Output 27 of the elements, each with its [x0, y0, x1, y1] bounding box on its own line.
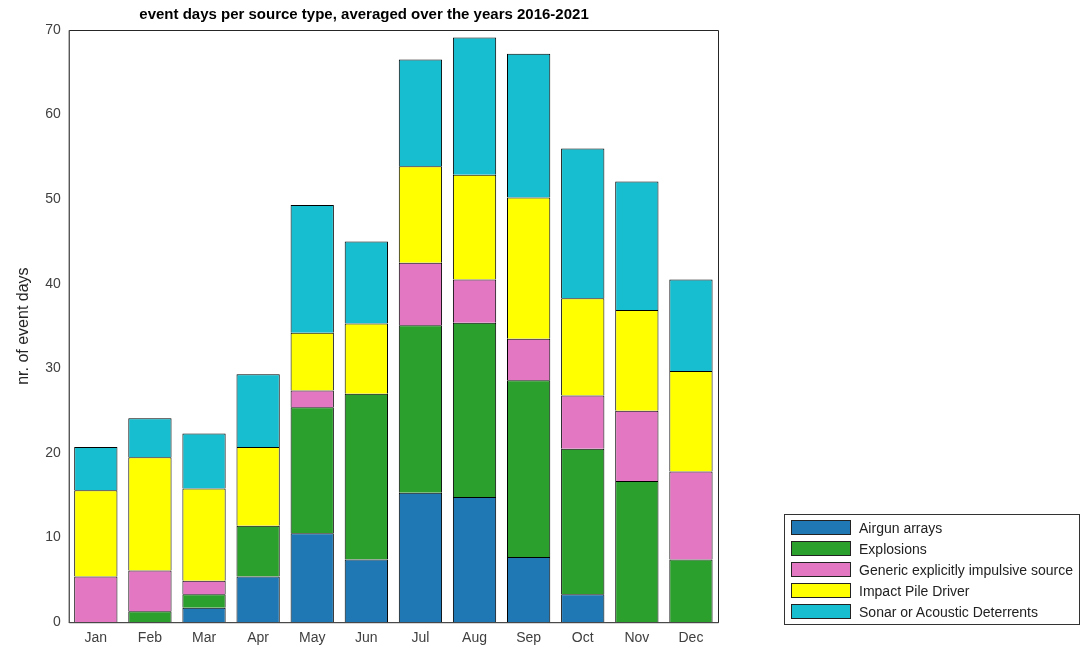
y-tick-label: 30 [45, 359, 61, 376]
y-tick-label: 60 [45, 105, 61, 122]
x-tick-label: Oct [571, 629, 594, 646]
x-tick-label: Jun [355, 629, 378, 646]
x-tick-label: Nov [624, 629, 650, 646]
legend-label: Airgun arrays [859, 519, 943, 536]
x-tick-label: May [299, 629, 326, 646]
legend-label: Generic explicitly impulsive source [859, 561, 1073, 578]
x-tick-label: Sep [516, 629, 542, 646]
x-tick-label: Aug [462, 629, 487, 646]
y-tick-label: 50 [45, 190, 61, 207]
chart-title: event days per source type, averaged over the years 2016-2021 [139, 5, 589, 23]
x-tick-label: Jan [84, 629, 108, 646]
x-tick-label: Jul [411, 629, 430, 646]
x-tick-label: Mar [191, 629, 217, 646]
y-axis-title: nr. of event days [14, 267, 32, 385]
x-tick-label: Feb [137, 629, 163, 646]
y-tick-label: 10 [45, 528, 61, 545]
y-tick-label: 70 [45, 20, 61, 37]
legend-label: Impact Pile Driver [859, 582, 970, 599]
y-tick-label: 0 [52, 613, 61, 630]
x-tick-label: Apr [247, 629, 270, 646]
legend-label: Sonar or Acoustic Deterrents [859, 603, 1039, 620]
y-tick-label: 40 [45, 274, 61, 291]
x-tick-label: Dec [678, 629, 704, 646]
y-tick-label: 20 [45, 443, 61, 460]
legend-label: Explosions [859, 540, 927, 557]
